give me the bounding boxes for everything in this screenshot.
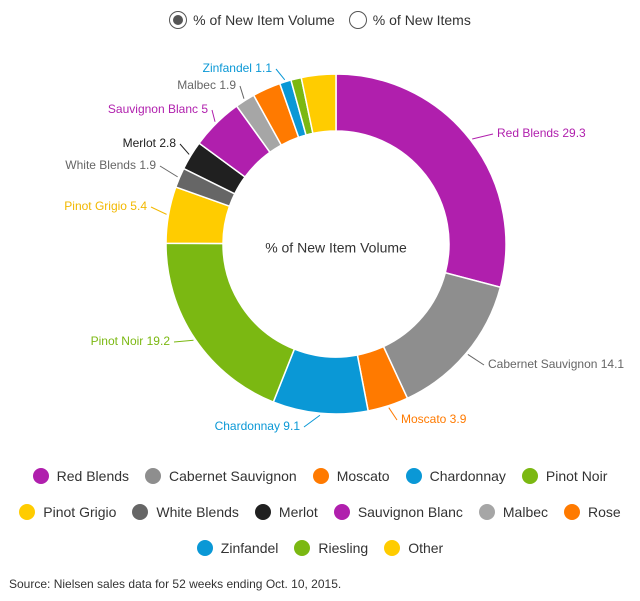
legend-label: Riesling [318, 540, 369, 556]
legend-swatch-icon [521, 468, 538, 484]
legend-label: Zinfandel [220, 540, 279, 556]
legend-item[interactable]: Pinot Noir [521, 468, 608, 484]
legend-swatch-icon [333, 504, 350, 520]
radio-selected-icon[interactable] [169, 11, 188, 29]
leader-sauvignon-blanc [211, 109, 216, 122]
data-label-zinfandel: Zinfandel 1.1 [203, 61, 273, 75]
data-label-chardonnay: Chardonnay 9.1 [215, 419, 301, 433]
legend-row: Red Blends Cabernet Sauvignon Moscato Chard… [0, 458, 640, 494]
radio-unselected-icon[interactable] [348, 11, 367, 29]
toggle-new-items[interactable]: % of New Items [348, 11, 471, 29]
data-labels: Red Blends 29.3 Cabernet Sauvignon 14.1 Mo… [64, 61, 624, 433]
legend-row: Pinot Grigio White Blends Merlot Sauvignon … [0, 494, 640, 530]
leader-red-blends [472, 133, 494, 140]
toggle-label-items: % of New Items [372, 12, 471, 28]
legend-swatch-icon [312, 468, 329, 484]
data-label-pinot-noir: Pinot Noir 19.2 [91, 334, 171, 348]
legend-item[interactable]: Chardonnay [405, 468, 506, 484]
source-note: Source: Nielsen sales data for 52 weeks … [9, 577, 342, 591]
toggle-label-volume: % of New Item Volume [193, 12, 335, 28]
slice-pinot-noir[interactable] [165, 242, 296, 404]
legend-label: Rose [588, 504, 621, 520]
legend-label: Cabernet Sauvignon [169, 468, 297, 484]
legend-swatch-icon [405, 468, 422, 484]
legend-swatch-icon [132, 504, 149, 520]
leader-white-blends [159, 165, 178, 178]
legend-swatch-icon [145, 468, 162, 484]
leader-cabernet-sauvignon [467, 354, 485, 366]
donut-chart: Red Blends 29.3 Cabernet Sauvignon 14.1 Mo… [64, 61, 624, 433]
leader-pinot-noir [173, 339, 194, 343]
legend-label: Chardonnay [429, 468, 506, 484]
leader-malbec [239, 85, 245, 99]
legend-swatch-icon [196, 540, 213, 556]
legend-swatch-icon [478, 504, 495, 520]
legend-item[interactable]: Moscato [312, 468, 390, 484]
legend-label: Pinot Noir [545, 468, 608, 484]
leader-merlot [179, 143, 190, 155]
chart-center-title: % of New Item Volume [265, 240, 407, 256]
leader-zinfandel [275, 68, 286, 81]
legend-item[interactable]: Sauvignon Blanc [333, 504, 463, 520]
legend-item[interactable]: Riesling [294, 540, 368, 556]
leader-pinot-grigio [150, 206, 167, 215]
data-label-cabernet-sauvignon: Cabernet Sauvignon 14.1 [488, 357, 624, 371]
data-label-moscato: Moscato 3.9 [401, 412, 467, 426]
legend-label: Pinot Grigio [43, 504, 117, 520]
legend-swatch-icon [32, 468, 49, 484]
legend-item[interactable]: Malbec [478, 504, 549, 520]
slice-cabernet-sauvignon[interactable] [382, 271, 502, 400]
slice-red-blends[interactable] [335, 73, 507, 289]
slice-other[interactable] [300, 73, 337, 135]
leader-chardonnay [303, 414, 321, 428]
legend-label: Moscato [336, 468, 390, 484]
legend-item[interactable]: White Blends [132, 504, 239, 520]
data-label-white-blends: White Blends 1.9 [65, 158, 156, 172]
chart-legend: Red Blends Cabernet Sauvignon Moscato Chard… [0, 458, 640, 566]
leader-lines [150, 68, 494, 428]
legend-label: Merlot [278, 504, 318, 520]
legend-swatch-icon [294, 540, 311, 556]
legend-label: Malbec [502, 504, 549, 520]
legend-label: Red Blends [56, 468, 130, 484]
data-label-pinot-grigio: Pinot Grigio 5.4 [64, 199, 147, 213]
legend-label: Sauvignon Blanc [357, 504, 463, 520]
legend-item[interactable]: Cabernet Sauvignon [145, 468, 297, 484]
legend-swatch-icon [564, 504, 581, 520]
data-label-merlot: Merlot 2.8 [123, 136, 177, 150]
data-label-sauvignon-blanc: Sauvignon Blanc 5 [108, 102, 208, 116]
donut-slices [165, 73, 507, 415]
data-label-malbec: Malbec 1.9 [177, 78, 236, 92]
metric-toggle: % of New Item Volume % of New Items [0, 8, 640, 32]
leader-moscato [388, 407, 398, 421]
legend-item[interactable]: Merlot [254, 504, 318, 520]
legend-item[interactable]: Pinot Grigio [19, 504, 116, 520]
toggle-new-item-volume[interactable]: % of New Item Volume [169, 11, 335, 29]
data-label-red-blends: Red Blends 29.3 [497, 126, 586, 140]
legend-row: Zinfandel Riesling Other [0, 530, 640, 566]
legend-item[interactable]: Zinfandel [196, 540, 279, 556]
legend-label: White Blends [156, 504, 239, 520]
legend-swatch-icon [384, 540, 401, 556]
legend-item[interactable]: Other [384, 540, 443, 556]
legend-item[interactable]: Red Blends [32, 468, 130, 484]
legend-swatch-icon [254, 504, 271, 520]
legend-item[interactable]: Rose [564, 504, 621, 520]
legend-swatch-icon [19, 504, 36, 520]
legend-label: Other [408, 540, 444, 556]
